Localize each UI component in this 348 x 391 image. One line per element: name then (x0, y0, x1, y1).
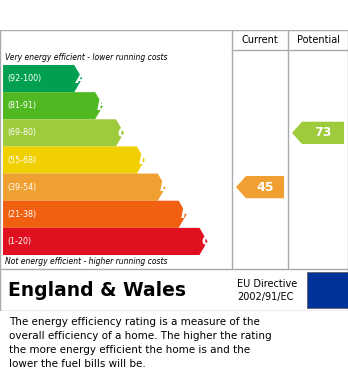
Text: Current: Current (242, 35, 278, 45)
Text: (1-20): (1-20) (7, 237, 31, 246)
Polygon shape (3, 146, 145, 174)
Text: EU Directive: EU Directive (237, 279, 297, 289)
Text: E: E (160, 180, 169, 194)
Bar (307, 272, 348, 308)
Text: (21-38): (21-38) (7, 210, 36, 219)
Text: D: D (139, 153, 150, 167)
Polygon shape (3, 92, 103, 119)
Text: The energy efficiency rating is a measure of the
overall efficiency of a home. T: The energy efficiency rating is a measur… (9, 317, 271, 369)
Polygon shape (236, 176, 284, 198)
Text: 2002/91/EC: 2002/91/EC (237, 292, 293, 302)
Polygon shape (3, 201, 187, 228)
Text: Not energy efficient - higher running costs: Not energy efficient - higher running co… (5, 258, 167, 267)
Text: Very energy efficient - lower running costs: Very energy efficient - lower running co… (5, 53, 167, 62)
Text: (55-68): (55-68) (7, 156, 36, 165)
Polygon shape (3, 228, 207, 255)
Text: 45: 45 (256, 181, 274, 194)
Text: 73: 73 (314, 126, 332, 139)
Polygon shape (3, 119, 124, 146)
Text: Energy Efficiency Rating: Energy Efficiency Rating (9, 7, 211, 23)
Polygon shape (292, 122, 344, 144)
Text: C: C (118, 126, 128, 140)
Text: (39-54): (39-54) (7, 183, 36, 192)
Polygon shape (3, 65, 82, 92)
Text: G: G (201, 235, 213, 248)
Text: Potential: Potential (296, 35, 340, 45)
Text: (92-100): (92-100) (7, 74, 41, 83)
Text: (81-91): (81-91) (7, 101, 36, 110)
Text: England & Wales: England & Wales (8, 280, 186, 300)
Text: B: B (97, 99, 108, 113)
Polygon shape (3, 174, 166, 201)
Text: F: F (181, 207, 190, 221)
Text: A: A (76, 72, 87, 86)
Text: (69-80): (69-80) (7, 128, 36, 137)
